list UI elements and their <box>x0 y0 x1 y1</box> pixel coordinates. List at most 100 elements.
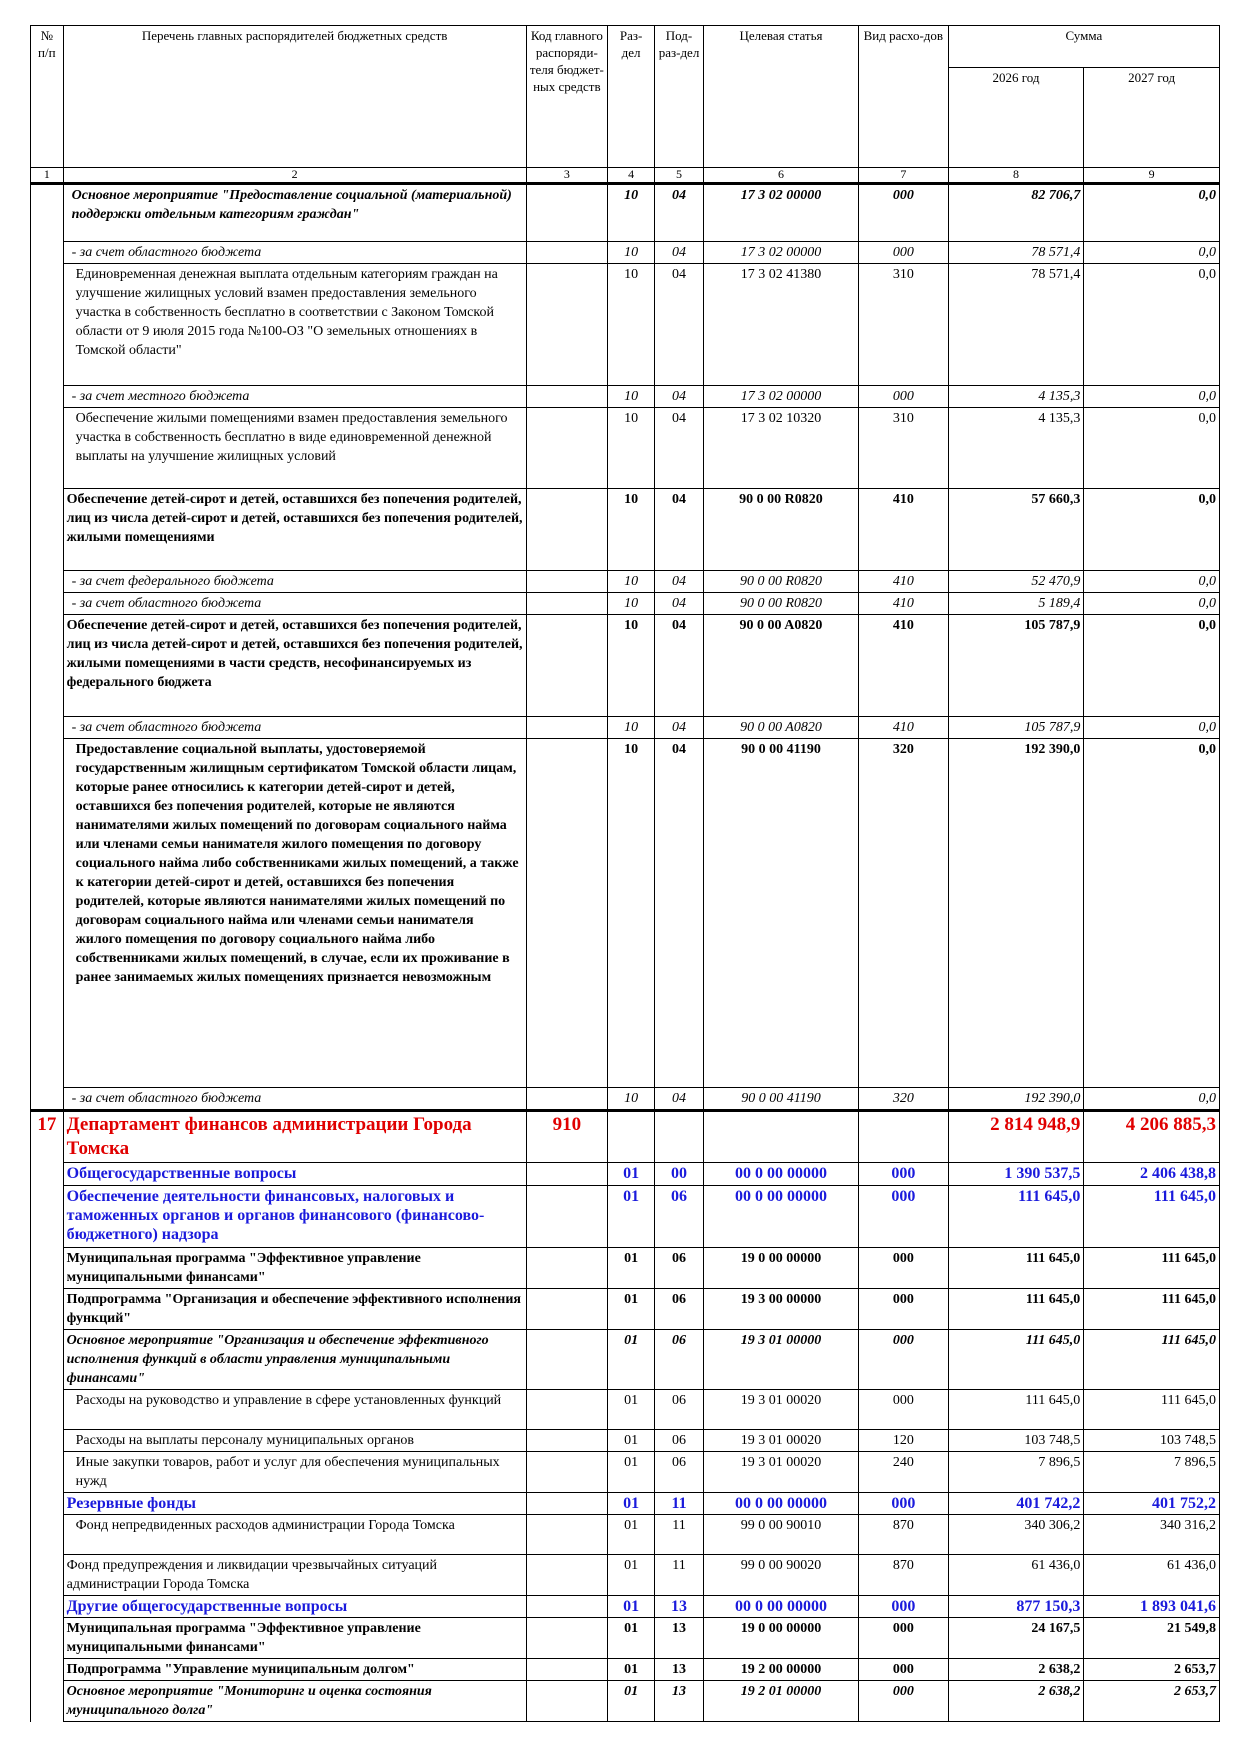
row-vid: 000 <box>857 1680 949 1722</box>
row-target-code: 00 0 00 00000 <box>702 1595 859 1618</box>
row-podrazdel: 06 <box>654 1451 704 1493</box>
row-num <box>30 1329 64 1390</box>
row-name: - за счет областного бюджета <box>62 716 527 739</box>
row-code <box>525 1658 609 1681</box>
row-name: - за счет областного бюджета <box>62 592 527 615</box>
row-name: Расходы на выплаты персоналу муниципальн… <box>62 1429 527 1452</box>
row-code <box>525 1595 609 1618</box>
row-name: Обеспечение деятельности финансовых, нал… <box>62 1185 527 1248</box>
row-vid: 000 <box>857 1492 949 1515</box>
row-name: Департамент финансов администрации Город… <box>62 1109 527 1163</box>
row-podrazdel: 06 <box>654 1247 704 1289</box>
row-code <box>525 592 609 615</box>
row-podrazdel: 04 <box>654 488 704 571</box>
row-name: - за счет областного бюджета <box>62 1087 527 1111</box>
row-razdel: 01 <box>607 1247 656 1289</box>
row-sum-2027: 111 645,0 <box>1083 1329 1220 1390</box>
row-target-code: 90 0 00 R0820 <box>702 570 859 593</box>
col-num-8: 8 <box>947 167 1085 185</box>
row-num <box>30 1162 64 1186</box>
row-podrazdel: 04 <box>654 407 704 489</box>
table-row: - за счет областного бюджета 10 04 90 0 00 … <box>30 1087 1220 1111</box>
row-code <box>525 241 609 264</box>
row-razdel: 01 <box>607 1595 656 1618</box>
header-sum: Сумма <box>947 25 1221 68</box>
row-razdel: 10 <box>607 570 656 593</box>
row-razdel: 10 <box>607 241 656 264</box>
table-row: Обеспечение деятельности финансовых, нал… <box>30 1185 1220 1248</box>
header-podrazdel: Под-раз-дел <box>654 25 704 168</box>
row-code <box>525 614 609 717</box>
row-num <box>30 241 64 264</box>
row-code <box>525 1514 609 1555</box>
row-num <box>30 1617 64 1659</box>
row-razdel: 01 <box>607 1429 656 1452</box>
row-razdel: 10 <box>607 738 656 1088</box>
table-row: Фонд предупреждения и ликвидации чрезвыч… <box>30 1554 1220 1596</box>
row-num <box>30 1492 64 1515</box>
table-body: Основное мероприятие "Предоставление соц… <box>30 183 1220 1722</box>
row-podrazdel: 00 <box>654 1162 704 1186</box>
header-target: Целевая статья <box>702 25 859 168</box>
row-podrazdel: 11 <box>654 1514 704 1555</box>
row-vid: 000 <box>857 1389 949 1430</box>
row-sum-2027: 1 893 041,6 <box>1083 1595 1220 1618</box>
row-code <box>525 1185 609 1248</box>
row-sum-2026: 4 135,3 <box>947 385 1085 408</box>
row-razdel: 01 <box>607 1492 656 1515</box>
table-row: Подпрограмма "Управление муниципальным д… <box>30 1658 1220 1681</box>
row-sum-2027: 0,0 <box>1083 738 1220 1088</box>
row-num <box>30 1389 64 1430</box>
row-target-code: 17 3 02 41380 <box>702 263 859 386</box>
row-podrazdel: 11 <box>654 1554 704 1596</box>
row-vid: 310 <box>857 263 949 386</box>
row-sum-2026: 7 896,5 <box>947 1451 1085 1493</box>
row-code <box>525 1617 609 1659</box>
row-num <box>30 263 64 386</box>
row-sum-2026: 192 390,0 <box>947 1087 1085 1111</box>
table-row: - за счет местного бюджета 10 04 17 3 02 00… <box>30 385 1220 408</box>
row-target-code: 00 0 00 00000 <box>702 1492 859 1515</box>
row-vid: 410 <box>857 592 949 615</box>
row-sum-2027: 0,0 <box>1083 1087 1220 1111</box>
row-name: - за счет областного бюджета <box>62 241 527 264</box>
row-code <box>525 738 609 1088</box>
row-razdel: 10 <box>607 488 656 571</box>
row-razdel: 01 <box>607 1185 656 1248</box>
row-name: Обеспечение детей-сирот и детей, оставши… <box>62 488 527 571</box>
row-sum-2027: 111 645,0 <box>1083 1247 1220 1289</box>
row-code <box>525 407 609 489</box>
table-row: Основное мероприятие "Предоставление соц… <box>30 183 1220 242</box>
row-vid: 000 <box>857 183 949 242</box>
table-row: Муниципальная программа "Эффективное упр… <box>30 1617 1220 1659</box>
row-num <box>30 488 64 571</box>
row-name: Обеспечение жилыми помещениями взамен пр… <box>62 407 527 489</box>
row-sum-2027: 2 653,7 <box>1083 1658 1220 1681</box>
row-num <box>30 1595 64 1618</box>
row-num <box>30 592 64 615</box>
row-target-code: 19 3 01 00020 <box>702 1429 859 1452</box>
row-num <box>30 1247 64 1289</box>
row-target-code: 17 3 02 00000 <box>702 183 859 242</box>
row-podrazdel: 11 <box>654 1492 704 1515</box>
row-podrazdel: 13 <box>654 1617 704 1659</box>
table-row: Обеспечение жилыми помещениями взамен пр… <box>30 407 1220 489</box>
row-razdel: 10 <box>607 183 656 242</box>
col-num-4: 4 <box>607 167 656 185</box>
col-num-3: 3 <box>525 167 609 185</box>
row-razdel: 01 <box>607 1389 656 1430</box>
row-code <box>525 1389 609 1430</box>
row-target-code: 19 0 00 00000 <box>702 1247 859 1289</box>
row-vid: 410 <box>857 716 949 739</box>
row-podrazdel: 04 <box>654 738 704 1088</box>
row-vid: 240 <box>857 1451 949 1493</box>
row-razdel: 10 <box>607 1087 656 1111</box>
row-target-code: 00 0 00 00000 <box>702 1185 859 1248</box>
row-num <box>30 1185 64 1248</box>
row-code <box>525 1554 609 1596</box>
table-row: Единовременная денежная выплата отдельны… <box>30 263 1220 386</box>
row-sum-2026: 111 645,0 <box>947 1389 1085 1430</box>
row-target-code: 19 2 00 00000 <box>702 1658 859 1681</box>
row-target-code: 19 3 01 00000 <box>702 1329 859 1390</box>
row-vid: 000 <box>857 1288 949 1330</box>
